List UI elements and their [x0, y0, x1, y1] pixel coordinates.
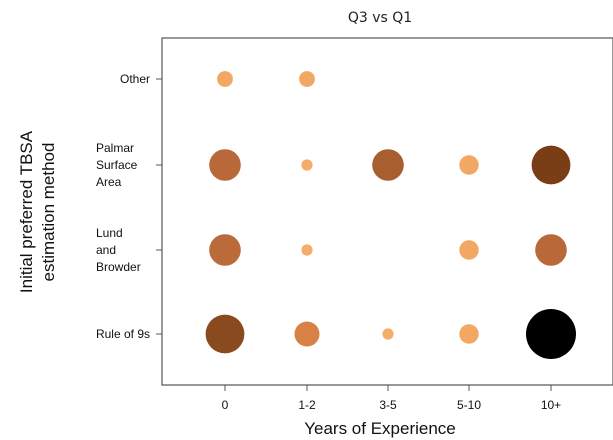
bubble-point [535, 234, 567, 266]
bubble-point [205, 314, 245, 354]
bubble-point [382, 328, 394, 340]
y-tick-label: Rule of 9s [96, 327, 150, 341]
x-tick-label: 5-10 [457, 398, 481, 412]
y-tick-label: Area [96, 175, 122, 189]
x-tick-label: 3-5 [379, 398, 397, 412]
bubble-point [531, 145, 571, 185]
y-tick-label: Lund [96, 226, 123, 240]
bubble-point [209, 149, 241, 181]
y-tick-label: Surface [96, 158, 138, 172]
bubble-point [294, 321, 320, 347]
y-tick-label: and [96, 243, 116, 257]
bubble-point [217, 71, 233, 87]
axis-ticks: 0 1-2 3-5 5-10 10+ Other Palmar Surface Area Lund… [96, 72, 561, 412]
bubbles [205, 71, 576, 359]
x-axis-label: Years of Experience [304, 419, 456, 438]
bubble-point [526, 309, 576, 359]
y-tick-label: Browder [96, 260, 141, 274]
x-tick-label: 1-2 [298, 398, 316, 412]
y-tick-label: Palmar [96, 141, 134, 155]
bubble-point [459, 155, 479, 175]
bubble-point [301, 159, 313, 171]
y-axis-label: Initial preferred TBSA estimation method [17, 130, 58, 293]
chart-title: Q3 vs Q1 [348, 10, 412, 26]
bubble-point [209, 234, 241, 266]
x-tick-label: 0 [222, 398, 229, 412]
y-tick-label: Other [120, 72, 150, 86]
bubble-point [459, 324, 479, 344]
bubble-point [372, 149, 404, 181]
bubble-point [301, 244, 313, 256]
bubble-point [299, 71, 315, 87]
bubble-point [459, 240, 479, 260]
x-tick-label: 10+ [541, 398, 561, 412]
